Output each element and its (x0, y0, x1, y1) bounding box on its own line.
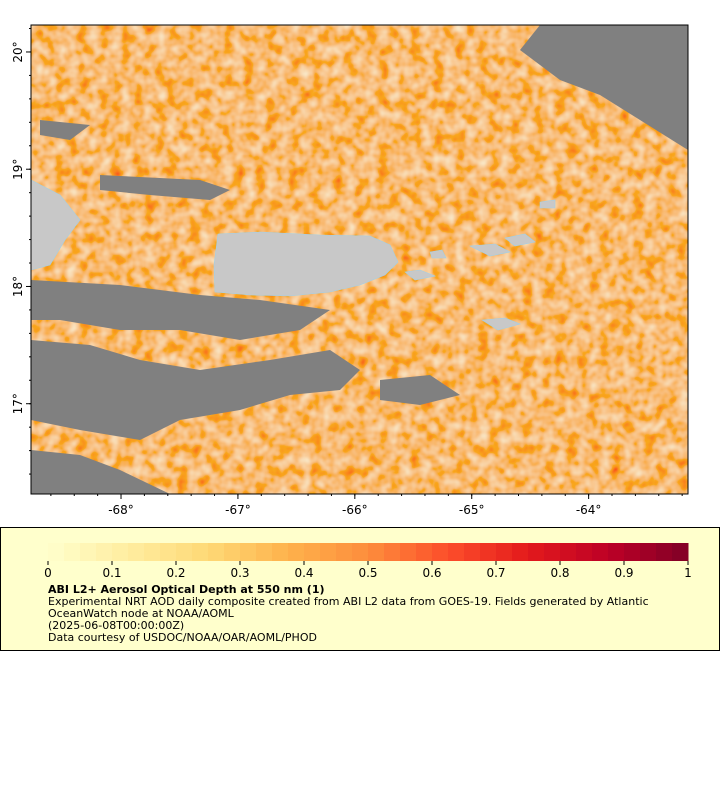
colorbar-cell (368, 543, 385, 561)
colorbar-cell (320, 543, 337, 561)
colorbar-cell (256, 543, 273, 561)
y-tick-label: 19° (11, 159, 25, 180)
colorbar-cell (480, 543, 497, 561)
colorbar-cell (576, 543, 593, 561)
x-tick-label: -66° (342, 503, 368, 517)
colorbar-cell (48, 543, 65, 561)
colorbar-cell (672, 543, 689, 561)
colorbar-tick-label: 0.9 (614, 566, 633, 580)
colorbar-cell (288, 543, 305, 561)
colorbar-tick-label: 0.5 (358, 566, 377, 580)
colorbar-cell (528, 543, 545, 561)
map-raster (31, 25, 688, 494)
colorbar-cell (96, 543, 113, 561)
colorbar-tick-label: 0.7 (486, 566, 505, 580)
colorbar-cell (64, 543, 81, 561)
colorbar-cell (160, 543, 177, 561)
colorbar-tick-label: 0.1 (102, 566, 121, 580)
colorbar-tick-label: 0.8 (550, 566, 569, 580)
map-frame (30, 24, 689, 495)
colorbar-cell (112, 543, 129, 561)
x-tick-label: -64° (576, 503, 602, 517)
colorbar-cell (144, 543, 161, 561)
x-tick-label: -65° (459, 503, 485, 517)
colorbar-tick-label: 1 (684, 566, 692, 580)
axes: -68° -67° -66° -65° -64° 17° 18° 19° 20° (11, 28, 683, 517)
legend-line: Experimental NRT AOD daily composite cre… (48, 595, 649, 608)
y-tick-label: 18° (11, 276, 25, 297)
legend-line: (2025-06-08T00:00:00Z) (48, 619, 184, 632)
colorbar: 0 0.1 0.2 0.3 0.4 0.5 0.6 0.7 0.8 0.9 1 (44, 543, 692, 580)
legend-title: ABI L2+ Aerosol Optical Depth at 550 nm … (48, 583, 325, 596)
colorbar-cell (640, 543, 657, 561)
colorbar-cell (192, 543, 209, 561)
colorbar-tick-label: 0.2 (166, 566, 185, 580)
legend-line: OceanWatch node at NOAA/AOML (48, 607, 235, 620)
colorbar-cell (608, 543, 625, 561)
colorbar-cell (176, 543, 193, 561)
colorbar-cell (352, 543, 369, 561)
colorbar-cell (656, 543, 673, 561)
colorbar-cell (544, 543, 561, 561)
colorbar-cell (624, 543, 641, 561)
colorbar-cell (464, 543, 481, 561)
colorbar-tick-label: 0.6 (422, 566, 441, 580)
y-tick-label: 20° (11, 41, 25, 62)
no-data (31, 25, 688, 494)
colorbar-cell (400, 543, 417, 561)
colorbar-cell (432, 543, 449, 561)
colorbar-cell (336, 543, 353, 561)
colorbar-cell (416, 543, 433, 561)
x-tick-label: -68° (108, 503, 134, 517)
colorbar-cell (592, 543, 609, 561)
colorbar-cell (80, 543, 97, 561)
colorbar-cell (448, 543, 465, 561)
colorbar-cell (208, 543, 225, 561)
colorbar-cell (496, 543, 513, 561)
colorbar-tick-label: 0.4 (294, 566, 313, 580)
colorbar-cell (384, 543, 401, 561)
colorbar-cell (240, 543, 257, 561)
land (31, 179, 556, 331)
legend-line: Data courtesy of USDOC/NOAA/OAR/AOML/PHO… (48, 631, 317, 644)
colorbar-cell (224, 543, 241, 561)
colorbar-cell (272, 543, 289, 561)
colorbar-tick-label: 0.3 (230, 566, 249, 580)
y-tick-label: 17° (11, 393, 25, 414)
colorbar-cell (304, 543, 321, 561)
x-tick-label: -67° (225, 503, 251, 517)
colorbar-cell (560, 543, 577, 561)
colorbar-cell (128, 543, 145, 561)
colorbar-cell (512, 543, 529, 561)
colorbar-tick-label: 0 (44, 566, 52, 580)
